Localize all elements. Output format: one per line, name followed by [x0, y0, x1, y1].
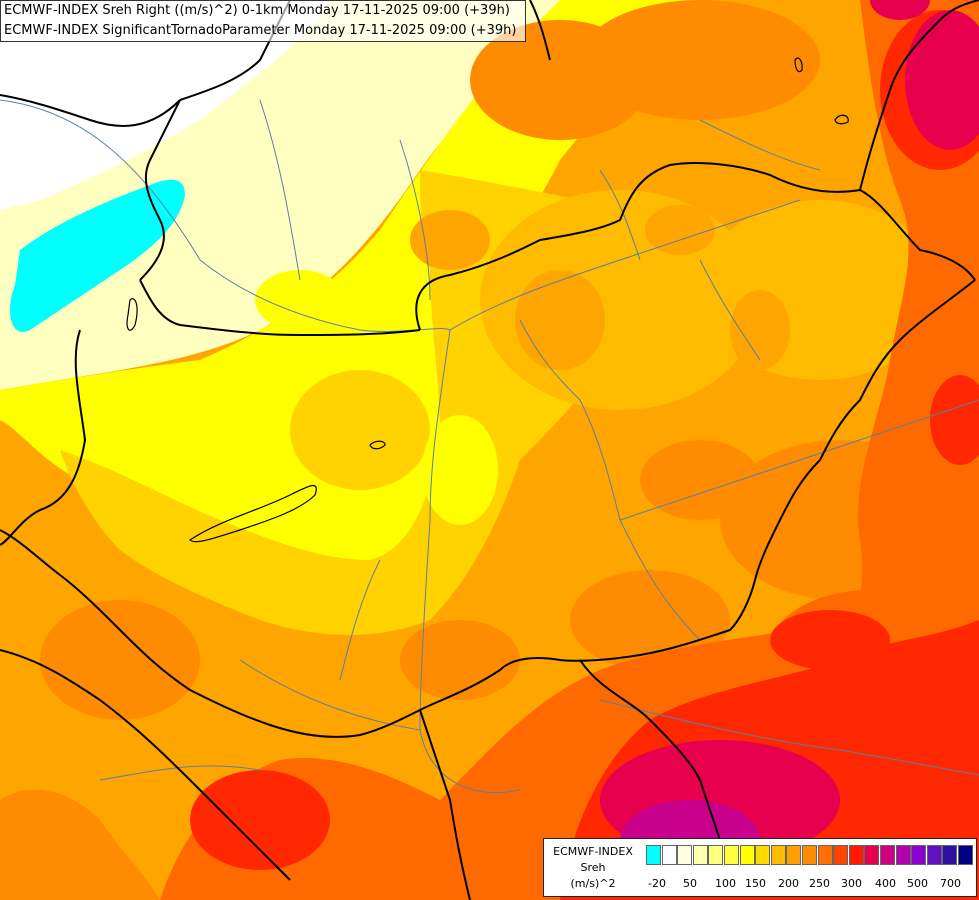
legend-swatch: [864, 845, 880, 865]
legend-variable: Sreh: [580, 861, 606, 874]
title-line-stp: ECMWF-INDEX SignificantTornadoParameter …: [4, 23, 517, 38]
legend-title: ECMWF-INDEX: [553, 845, 633, 858]
legend-swatch: [817, 845, 833, 865]
legend-swatch: [926, 845, 942, 865]
legend-swatch: [895, 845, 911, 865]
legend-swatch: [739, 845, 755, 865]
negative-value-zone: [10, 179, 185, 332]
legend-swatch: [708, 845, 724, 865]
legend-swatch: [677, 845, 693, 865]
legend-swatch: [646, 845, 661, 865]
yellow-zone: [0, 0, 700, 593]
legend-tick-label: 150: [745, 877, 766, 890]
legend-swatch: [958, 845, 973, 865]
legend-tick-label: 400: [875, 877, 896, 890]
legend-swatch: [942, 845, 958, 865]
color-legend: ECMWF-INDEX Sreh (m/s)^2 -20 50 100 150 200 2…: [543, 838, 977, 897]
legend-tick-label: -20: [648, 877, 666, 890]
map-title-box: ECMWF-INDEX Sreh Right ((m/s)^2) 0-1km M…: [0, 0, 526, 42]
legend-tick-label: 300: [841, 877, 862, 890]
rivers: [0, 99, 979, 793]
legend-tick-label: 50: [683, 877, 697, 890]
legend-tick-label: 200: [778, 877, 799, 890]
legend-swatch: [833, 845, 849, 865]
legend-tick-label: 250: [809, 877, 830, 890]
legend-tick-label: 500: [907, 877, 928, 890]
legend-swatch: [755, 845, 771, 865]
legend-tick-label: 700: [940, 877, 961, 890]
legend-tick-label: 100: [715, 877, 736, 890]
legend-swatch: [724, 845, 739, 865]
legend-swatch: [848, 845, 864, 865]
legend-unit: (m/s)^2: [570, 877, 616, 890]
legend-swatch: [880, 845, 895, 865]
legend-swatch: [802, 845, 817, 865]
legend-swatch: [770, 845, 786, 865]
legend-swatch: [661, 845, 677, 865]
legend-swatch: [692, 845, 708, 865]
legend-swatch: [911, 845, 927, 865]
title-line-sreh: ECMWF-INDEX Sreh Right ((m/s)^2) 0-1km M…: [4, 3, 510, 18]
lake-outlines: [126, 57, 849, 543]
legend-swatch: [786, 845, 802, 865]
